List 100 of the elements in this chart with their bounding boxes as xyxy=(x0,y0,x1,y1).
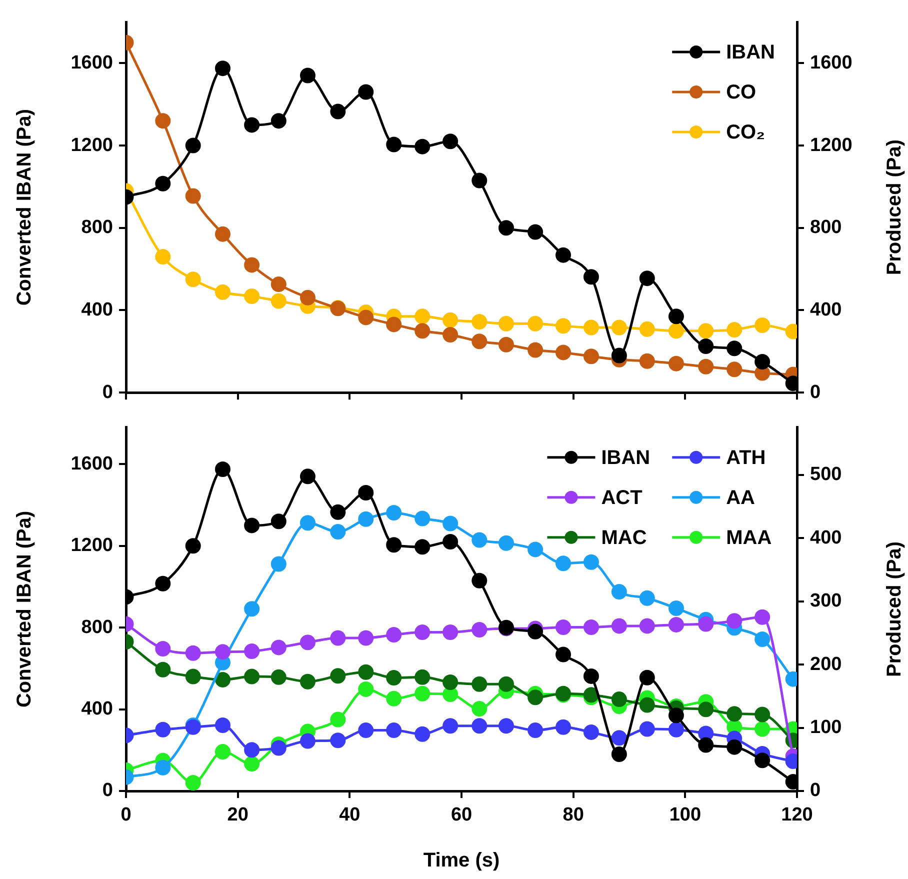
point xyxy=(414,669,430,685)
point xyxy=(414,323,430,339)
point xyxy=(528,722,544,738)
point xyxy=(442,326,458,342)
point xyxy=(270,276,286,292)
point xyxy=(583,269,599,285)
point xyxy=(754,318,770,334)
point xyxy=(270,113,286,129)
point xyxy=(185,272,201,288)
point xyxy=(386,505,402,521)
point xyxy=(358,664,374,680)
y2-tick-label: 500 xyxy=(810,464,842,486)
point xyxy=(668,323,684,339)
point xyxy=(639,270,655,286)
point xyxy=(442,718,458,734)
point xyxy=(698,702,714,718)
point xyxy=(244,668,260,684)
point xyxy=(611,320,627,336)
point xyxy=(556,344,572,360)
point xyxy=(583,668,599,684)
point xyxy=(698,338,714,354)
point xyxy=(155,576,171,592)
point xyxy=(754,609,770,625)
y-tick-label: 400 xyxy=(81,698,113,720)
point xyxy=(244,756,260,772)
point xyxy=(244,117,260,133)
y2-tick-label: 100 xyxy=(810,717,842,738)
point xyxy=(611,692,627,708)
y2-tick-label: 800 xyxy=(810,217,842,238)
y-tick-label: 0 xyxy=(102,780,113,802)
point xyxy=(754,721,770,737)
point xyxy=(358,681,374,697)
point xyxy=(472,701,488,717)
point xyxy=(185,775,201,791)
point xyxy=(185,668,201,684)
point xyxy=(698,358,714,374)
point xyxy=(698,616,714,632)
y-tick-label: 800 xyxy=(81,217,113,238)
point xyxy=(300,290,316,306)
point xyxy=(472,572,488,588)
x-tick-label: 120 xyxy=(781,804,813,826)
point xyxy=(726,340,742,356)
point xyxy=(155,662,171,678)
y2-tick-label: 1600 xyxy=(810,52,852,74)
point xyxy=(442,674,458,690)
point xyxy=(300,634,316,650)
point xyxy=(754,354,770,370)
point xyxy=(244,288,260,304)
point xyxy=(472,532,488,548)
legend-label: ATH xyxy=(726,446,766,469)
point xyxy=(556,619,572,635)
point xyxy=(358,310,374,326)
point xyxy=(528,224,544,240)
legend-label: IBAN xyxy=(726,42,776,64)
point xyxy=(358,511,374,527)
point xyxy=(214,226,230,242)
point xyxy=(639,321,655,337)
y-tick-label: 1200 xyxy=(70,535,113,556)
point xyxy=(155,640,171,656)
point xyxy=(386,722,402,738)
point xyxy=(330,712,346,728)
point xyxy=(330,104,346,120)
point xyxy=(726,613,742,629)
point xyxy=(611,730,627,746)
point xyxy=(214,644,230,660)
y2-tick-label: 0 xyxy=(810,780,821,802)
point xyxy=(611,584,627,600)
point xyxy=(498,535,514,551)
point xyxy=(442,312,458,328)
point xyxy=(528,624,544,640)
point xyxy=(358,722,374,738)
point xyxy=(270,640,286,656)
point xyxy=(528,342,544,358)
y-tick-label: 0 xyxy=(102,382,113,403)
point xyxy=(498,316,514,332)
point xyxy=(270,293,286,309)
point xyxy=(214,60,230,76)
point xyxy=(498,336,514,352)
point xyxy=(472,334,488,350)
point xyxy=(214,717,230,733)
x-tick-label: 60 xyxy=(450,804,472,826)
point xyxy=(155,113,171,129)
point xyxy=(668,616,684,632)
point xyxy=(155,176,171,192)
point xyxy=(214,744,230,760)
point xyxy=(414,510,430,526)
point xyxy=(185,538,201,554)
point xyxy=(330,630,346,646)
point xyxy=(414,624,430,640)
point xyxy=(472,172,488,188)
point xyxy=(754,706,770,722)
point xyxy=(155,248,171,264)
x-tick-label: 20 xyxy=(227,804,248,826)
point xyxy=(442,534,458,550)
y-axis-title: Converted IBAN (Pa) xyxy=(14,510,36,708)
x-tick-label: 40 xyxy=(339,804,360,826)
point xyxy=(639,618,655,634)
y2-tick-label: 1200 xyxy=(810,134,852,156)
point xyxy=(498,676,514,692)
point xyxy=(556,556,572,572)
